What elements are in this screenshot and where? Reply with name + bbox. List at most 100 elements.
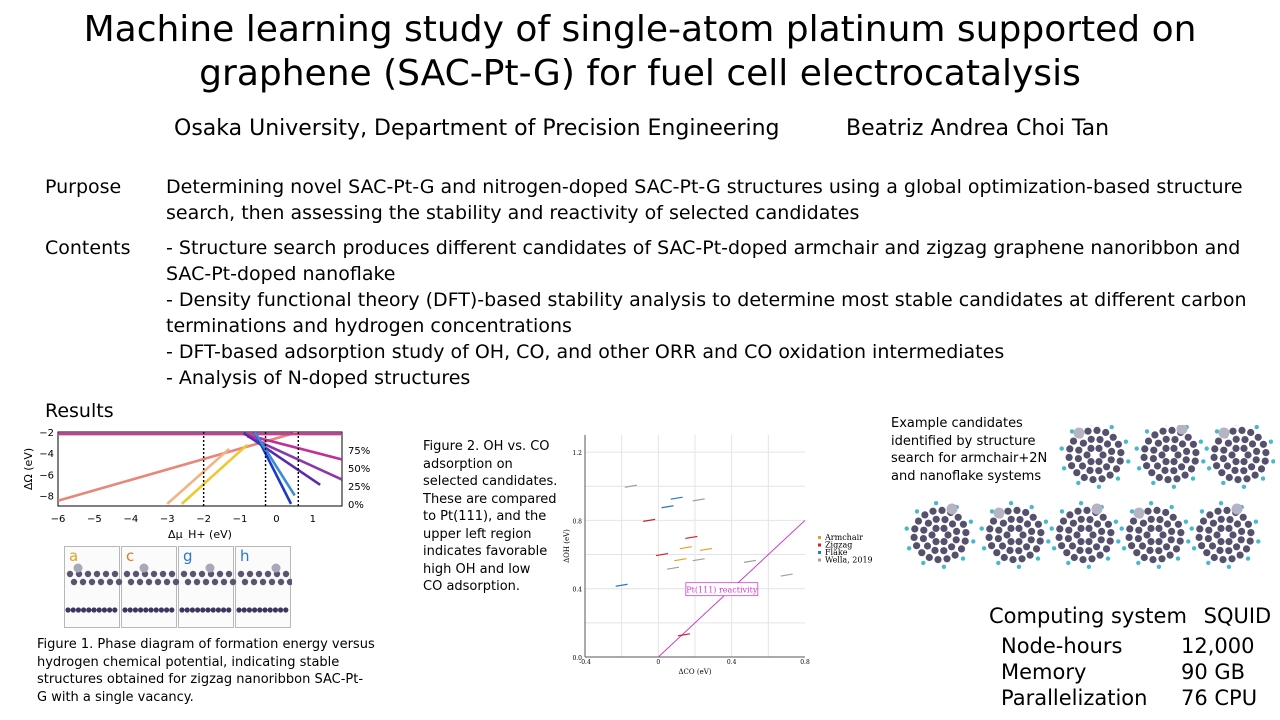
carbon-atom <box>948 543 956 551</box>
carbon-atom <box>1228 451 1236 459</box>
hydrogen-atom <box>1156 564 1162 569</box>
carbon-atom <box>1247 529 1255 537</box>
carbon-atom <box>1252 456 1260 464</box>
purpose-line: Determining novel SAC-Pt-G and nitrogen-… <box>166 176 1243 198</box>
carbon-atom <box>1174 451 1182 459</box>
side-view-atom <box>86 607 92 613</box>
carbon-atom <box>1248 440 1257 448</box>
carbon-atom <box>1098 527 1106 535</box>
contents-line: SAC-Pt-doped nanoflake <box>166 263 396 285</box>
x-axis-label: ΔCO (eV) <box>678 668 711 676</box>
carbon-atom <box>1015 547 1023 555</box>
hydrogen-atom <box>1061 466 1067 471</box>
carbon-atom <box>1233 520 1242 528</box>
carbon-atom <box>1129 517 1138 525</box>
computing-row: Parallelization 76 CPU <box>989 686 1271 712</box>
carbon-atom <box>286 578 292 586</box>
carbon-atom <box>1003 531 1011 539</box>
carbon-atom <box>1087 458 1095 466</box>
candidates-caption-line: Example candidates <box>891 416 1023 431</box>
computing-row: Memory 90 GB <box>989 660 1271 686</box>
figure2-caption-line: Figure 2. OH vs. CO <box>423 439 550 454</box>
side-view-atom <box>107 607 113 613</box>
carbon-atom <box>1214 507 1222 515</box>
carbon-atom <box>1174 520 1182 528</box>
hydrogen-atom <box>1049 526 1054 531</box>
carbon-atom <box>1231 466 1239 474</box>
side-view-atom <box>75 607 81 613</box>
platinum-atom <box>1133 507 1145 519</box>
structure-panel-c: c <box>121 546 177 628</box>
structure-thumbnails: a c g h <box>64 546 292 628</box>
hydrogen-atom <box>1078 501 1084 506</box>
carbon-atom <box>1099 513 1107 521</box>
side-view-atom <box>179 607 185 613</box>
carbon-atom <box>1095 444 1103 452</box>
x-tick-label: 0.4 <box>727 659 737 666</box>
carbon-atom <box>940 524 948 532</box>
carbon-atom <box>1086 466 1094 474</box>
candidate-structure <box>1189 501 1261 569</box>
side-view-atom <box>127 607 133 613</box>
figure1-caption: Figure 1. Phase diagram of formation ene… <box>37 636 375 706</box>
carbon-atom <box>1088 555 1096 563</box>
carbon-atom <box>115 578 123 586</box>
carbon-atom <box>1251 471 1259 479</box>
side-view-atom <box>215 607 221 613</box>
carbon-atom <box>911 525 919 533</box>
carbon-atom <box>1128 542 1136 550</box>
carbon-atom <box>1027 536 1035 544</box>
side-view-atom <box>91 607 97 613</box>
legend-swatch <box>818 551 821 554</box>
carbon-atom <box>132 570 140 578</box>
carbon-atom <box>962 529 970 537</box>
carbon-atom <box>998 542 1007 550</box>
carbon-atom <box>1257 465 1266 473</box>
carbon-atom <box>1103 463 1111 471</box>
carbon-atom <box>1262 449 1270 457</box>
carbon-atom <box>1211 445 1219 453</box>
carbon-atom <box>1206 511 1214 519</box>
carbon-atom <box>1147 538 1155 546</box>
y2-tick-label: 50% <box>348 464 370 475</box>
carbon-atom <box>1164 476 1172 484</box>
hydrogen-atom <box>1206 560 1211 566</box>
side-view-atom <box>267 607 273 613</box>
hydrogen-atom <box>1189 526 1194 531</box>
hydrogen-atom <box>1086 564 1092 569</box>
carbon-atom <box>1210 553 1218 562</box>
carbon-atom <box>1219 455 1227 463</box>
contents-text: - Structure search produces different ca… <box>166 235 1247 391</box>
carbon-atom <box>1203 549 1211 557</box>
carbon-atom <box>1163 543 1171 551</box>
carbon-atom <box>1140 553 1148 562</box>
data-point <box>692 558 705 562</box>
carbon-atom <box>1069 437 1078 445</box>
structure-panel-g: g <box>178 546 234 628</box>
carbon-atom <box>1133 549 1141 557</box>
figure2-caption-line: selected candidates. <box>423 474 558 489</box>
candidates-caption-line: and nanoflake systems <box>891 468 1042 484</box>
carbon-atom <box>1077 524 1085 532</box>
carbon-atom <box>250 578 258 586</box>
data-point <box>692 498 705 502</box>
legend-label: Flake <box>825 548 848 557</box>
data-point <box>674 558 687 562</box>
carbon-atom <box>1022 508 1030 517</box>
hydrogen-atom <box>1035 556 1041 561</box>
carbon-atom <box>920 526 928 534</box>
hydrogen-atom <box>1169 504 1174 510</box>
carbon-atom <box>237 570 245 578</box>
data-point <box>624 484 637 488</box>
carbon-atom <box>102 570 110 578</box>
carbon-atom <box>1170 458 1178 466</box>
computing-row-value: 12,000 <box>1181 634 1255 658</box>
carbon-atom <box>1229 531 1237 539</box>
side-view-atom <box>210 607 216 613</box>
carbon-atom <box>1169 513 1177 521</box>
carbon-atom <box>1083 506 1091 514</box>
carbon-atom <box>921 511 929 519</box>
computing-system-table: Computing system SQUID Node-hours 12,000… <box>989 604 1271 712</box>
carbon-atom <box>1058 542 1066 550</box>
carbon-atom <box>1254 433 1262 441</box>
